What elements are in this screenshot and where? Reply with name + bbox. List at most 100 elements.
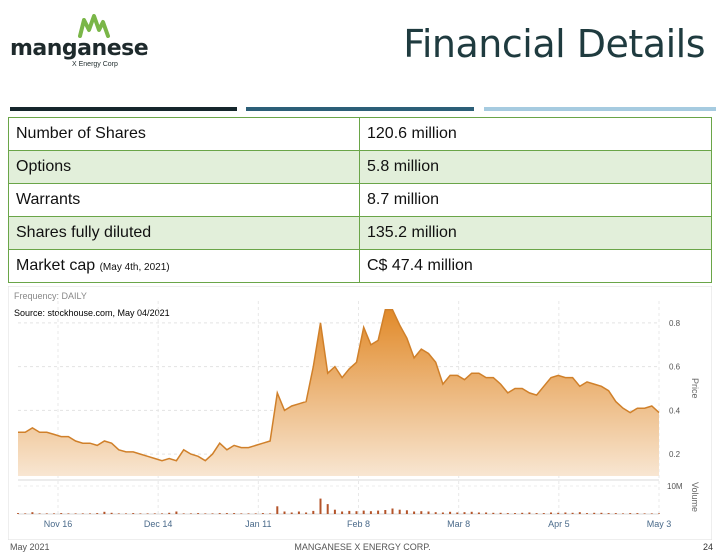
- volume-bar: [312, 510, 315, 514]
- volume-bar: [492, 512, 495, 514]
- volume-bar: [499, 512, 502, 514]
- price-area: [18, 309, 659, 476]
- price-tick-label: 0.6: [669, 363, 681, 372]
- x-tick-label: May 3: [647, 519, 672, 529]
- price-line: [18, 309, 660, 462]
- volume-bar: [427, 511, 430, 514]
- volume-bar: [384, 510, 387, 514]
- volume-bar: [456, 512, 459, 514]
- table-row: Options 5.8 million: [8, 150, 712, 184]
- row-label: Market cap (May 4th, 2021): [8, 249, 360, 283]
- volume-bar: [110, 512, 113, 514]
- volume-bar: [45, 513, 48, 514]
- volume-bar: [550, 512, 552, 514]
- x-tick-label: Apr 5: [548, 519, 570, 529]
- volume-bar: [261, 513, 264, 514]
- volume-bar: [89, 513, 91, 514]
- volume-bar: [218, 513, 221, 514]
- volume-bar: [341, 511, 344, 514]
- volume-bar: [600, 512, 603, 514]
- volume-bar: [333, 509, 336, 514]
- table-row: Shares fully diluted 135.2 million: [8, 216, 712, 250]
- volume-bar: [125, 513, 127, 514]
- financial-table: Number of Shares 120.6 million Options 5…: [8, 117, 712, 283]
- price-tick-label: 0.4: [669, 406, 681, 415]
- volume-bar: [398, 509, 401, 514]
- table-row: Market cap (May 4th, 2021) C$ 47.4 milli…: [8, 249, 712, 283]
- price-tick-label: 0.8: [669, 319, 681, 328]
- volume-bar: [269, 513, 272, 514]
- volume-bar: [622, 513, 624, 514]
- volume-bar: [31, 512, 34, 514]
- volume-bar: [477, 512, 480, 514]
- volume-bar: [420, 511, 423, 514]
- row-label: Options: [8, 150, 360, 184]
- accent-rule-mid: [246, 107, 474, 111]
- volume-bar: [117, 513, 120, 514]
- volume-bar: [139, 513, 142, 514]
- volume-bar: [362, 510, 365, 514]
- volume-bar: [377, 510, 380, 514]
- page-title: Financial Details: [403, 22, 705, 66]
- volume-bar: [283, 511, 286, 514]
- volume-bar: [593, 512, 596, 514]
- volume-bar: [355, 511, 358, 514]
- volume-bar: [586, 513, 588, 514]
- volume-bar: [53, 513, 55, 514]
- chart-source-label: Source: stockhouse.com, May 04/2021: [14, 308, 170, 318]
- volume-bar: [96, 513, 99, 514]
- footer-date: May 2021: [10, 542, 50, 552]
- volume-bar: [449, 511, 452, 514]
- volume-bar: [557, 512, 560, 514]
- x-tick-label: Mar 8: [447, 519, 470, 529]
- volume-bar: [204, 513, 207, 514]
- row-value: 5.8 million: [359, 150, 712, 184]
- volume-bar: [38, 513, 41, 514]
- volume-bar: [434, 512, 437, 514]
- footer-page-number: 24: [702, 542, 713, 552]
- volume-bar: [571, 512, 574, 514]
- row-value: 135.2 million: [359, 216, 712, 250]
- table-row: Number of Shares 120.6 million: [8, 117, 712, 151]
- logo-name: manganese: [10, 36, 149, 61]
- volume-bar: [233, 513, 236, 514]
- row-value: 120.6 million: [359, 117, 712, 151]
- volume-bar: [297, 511, 300, 514]
- volume-bar: [103, 511, 106, 514]
- volume-bar: [146, 513, 149, 514]
- volume-bar: [658, 513, 660, 514]
- x-tick-label: Dec 14: [144, 519, 173, 529]
- volume-bar: [81, 513, 84, 514]
- volume-axis-label: Volume: [690, 482, 700, 512]
- volume-bar: [60, 513, 63, 514]
- volume-bar: [348, 510, 351, 514]
- volume-bar: [485, 512, 488, 514]
- volume-bar: [161, 513, 163, 514]
- volume-bar: [506, 513, 509, 514]
- x-tick-label: Nov 16: [44, 519, 73, 529]
- footer-company: MANGANESE X ENERGY CORP.: [294, 542, 431, 552]
- volume-bar: [629, 513, 632, 514]
- volume-bar: [67, 513, 70, 514]
- volume-bar: [17, 513, 19, 514]
- volume-bar: [643, 513, 646, 514]
- volume-bar: [189, 513, 192, 514]
- volume-bar: [24, 513, 27, 514]
- volume-bar: [441, 512, 444, 514]
- table-row: Warrants 8.7 million: [8, 183, 712, 217]
- volume-bar: [74, 513, 77, 514]
- row-label: Warrants: [8, 183, 360, 217]
- volume-bar: [405, 510, 408, 514]
- volume-bar: [413, 511, 416, 514]
- volume-bar: [254, 513, 257, 514]
- price-tick-label: 0.2: [669, 450, 681, 459]
- volume-bar: [290, 512, 293, 514]
- volume-bar: [175, 511, 178, 514]
- row-label: Shares fully diluted: [8, 216, 360, 250]
- logo-subtitle: X Energy Corp: [72, 61, 118, 68]
- volume-bar: [247, 513, 250, 514]
- accent-rule-dark: [10, 107, 237, 111]
- row-label: Number of Shares: [8, 117, 360, 151]
- volume-bar: [326, 504, 329, 514]
- logo-m-icon: [78, 14, 110, 38]
